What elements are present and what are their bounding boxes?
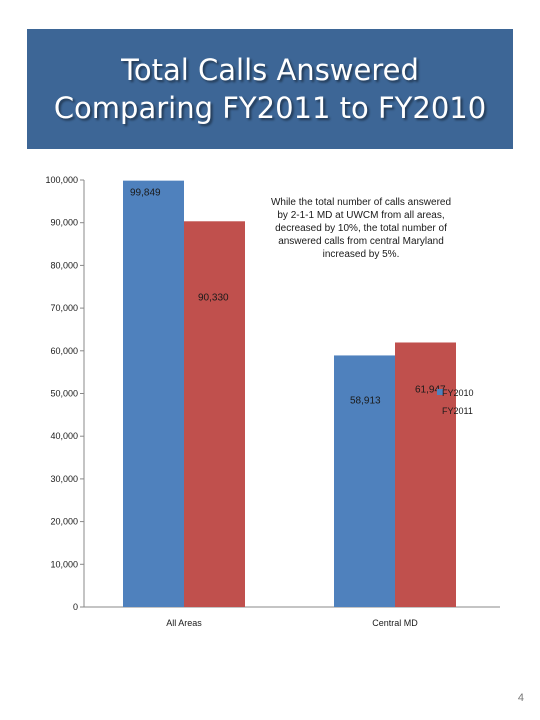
legend-label: FY2011	[442, 406, 473, 416]
y-tick-label: 50,000	[50, 389, 78, 399]
y-tick-label: 80,000	[50, 260, 78, 270]
data-label: 99,849	[130, 188, 161, 199]
y-tick-label: 70,000	[50, 303, 78, 313]
y-tick-label: 20,000	[50, 517, 78, 527]
legend-swatch	[437, 389, 443, 395]
data-label: 90,330	[198, 292, 229, 303]
data-label: 58,913	[350, 395, 381, 406]
y-tick-label: 60,000	[50, 346, 78, 356]
x-category-label: All Areas	[166, 618, 202, 628]
data-label: 61,947	[415, 384, 446, 395]
y-tick-label: 10,000	[50, 559, 78, 569]
title-banner: Total Calls Answered Comparing FY2011 to…	[27, 29, 513, 149]
bar-fy2010-1	[334, 355, 395, 607]
legend-label: FY2010	[442, 388, 474, 398]
y-tick-label: 40,000	[50, 431, 78, 441]
y-tick-label: 100,000	[45, 175, 78, 185]
bar-fy2010-0	[123, 180, 184, 607]
bar-fy2011-0	[184, 221, 245, 607]
y-tick-label: 0	[73, 602, 78, 612]
page-number: 4	[517, 692, 524, 704]
bar-fy2011-1	[395, 342, 456, 607]
x-category-label: Central MD	[372, 618, 418, 628]
page-title: Total Calls Answered Comparing FY2011 to…	[53, 53, 487, 125]
legend-swatch	[437, 407, 443, 413]
y-tick-label: 90,000	[50, 218, 78, 228]
y-tick-label: 30,000	[50, 474, 78, 484]
chart-annotation: While the total number of calls answered…	[270, 197, 452, 260]
